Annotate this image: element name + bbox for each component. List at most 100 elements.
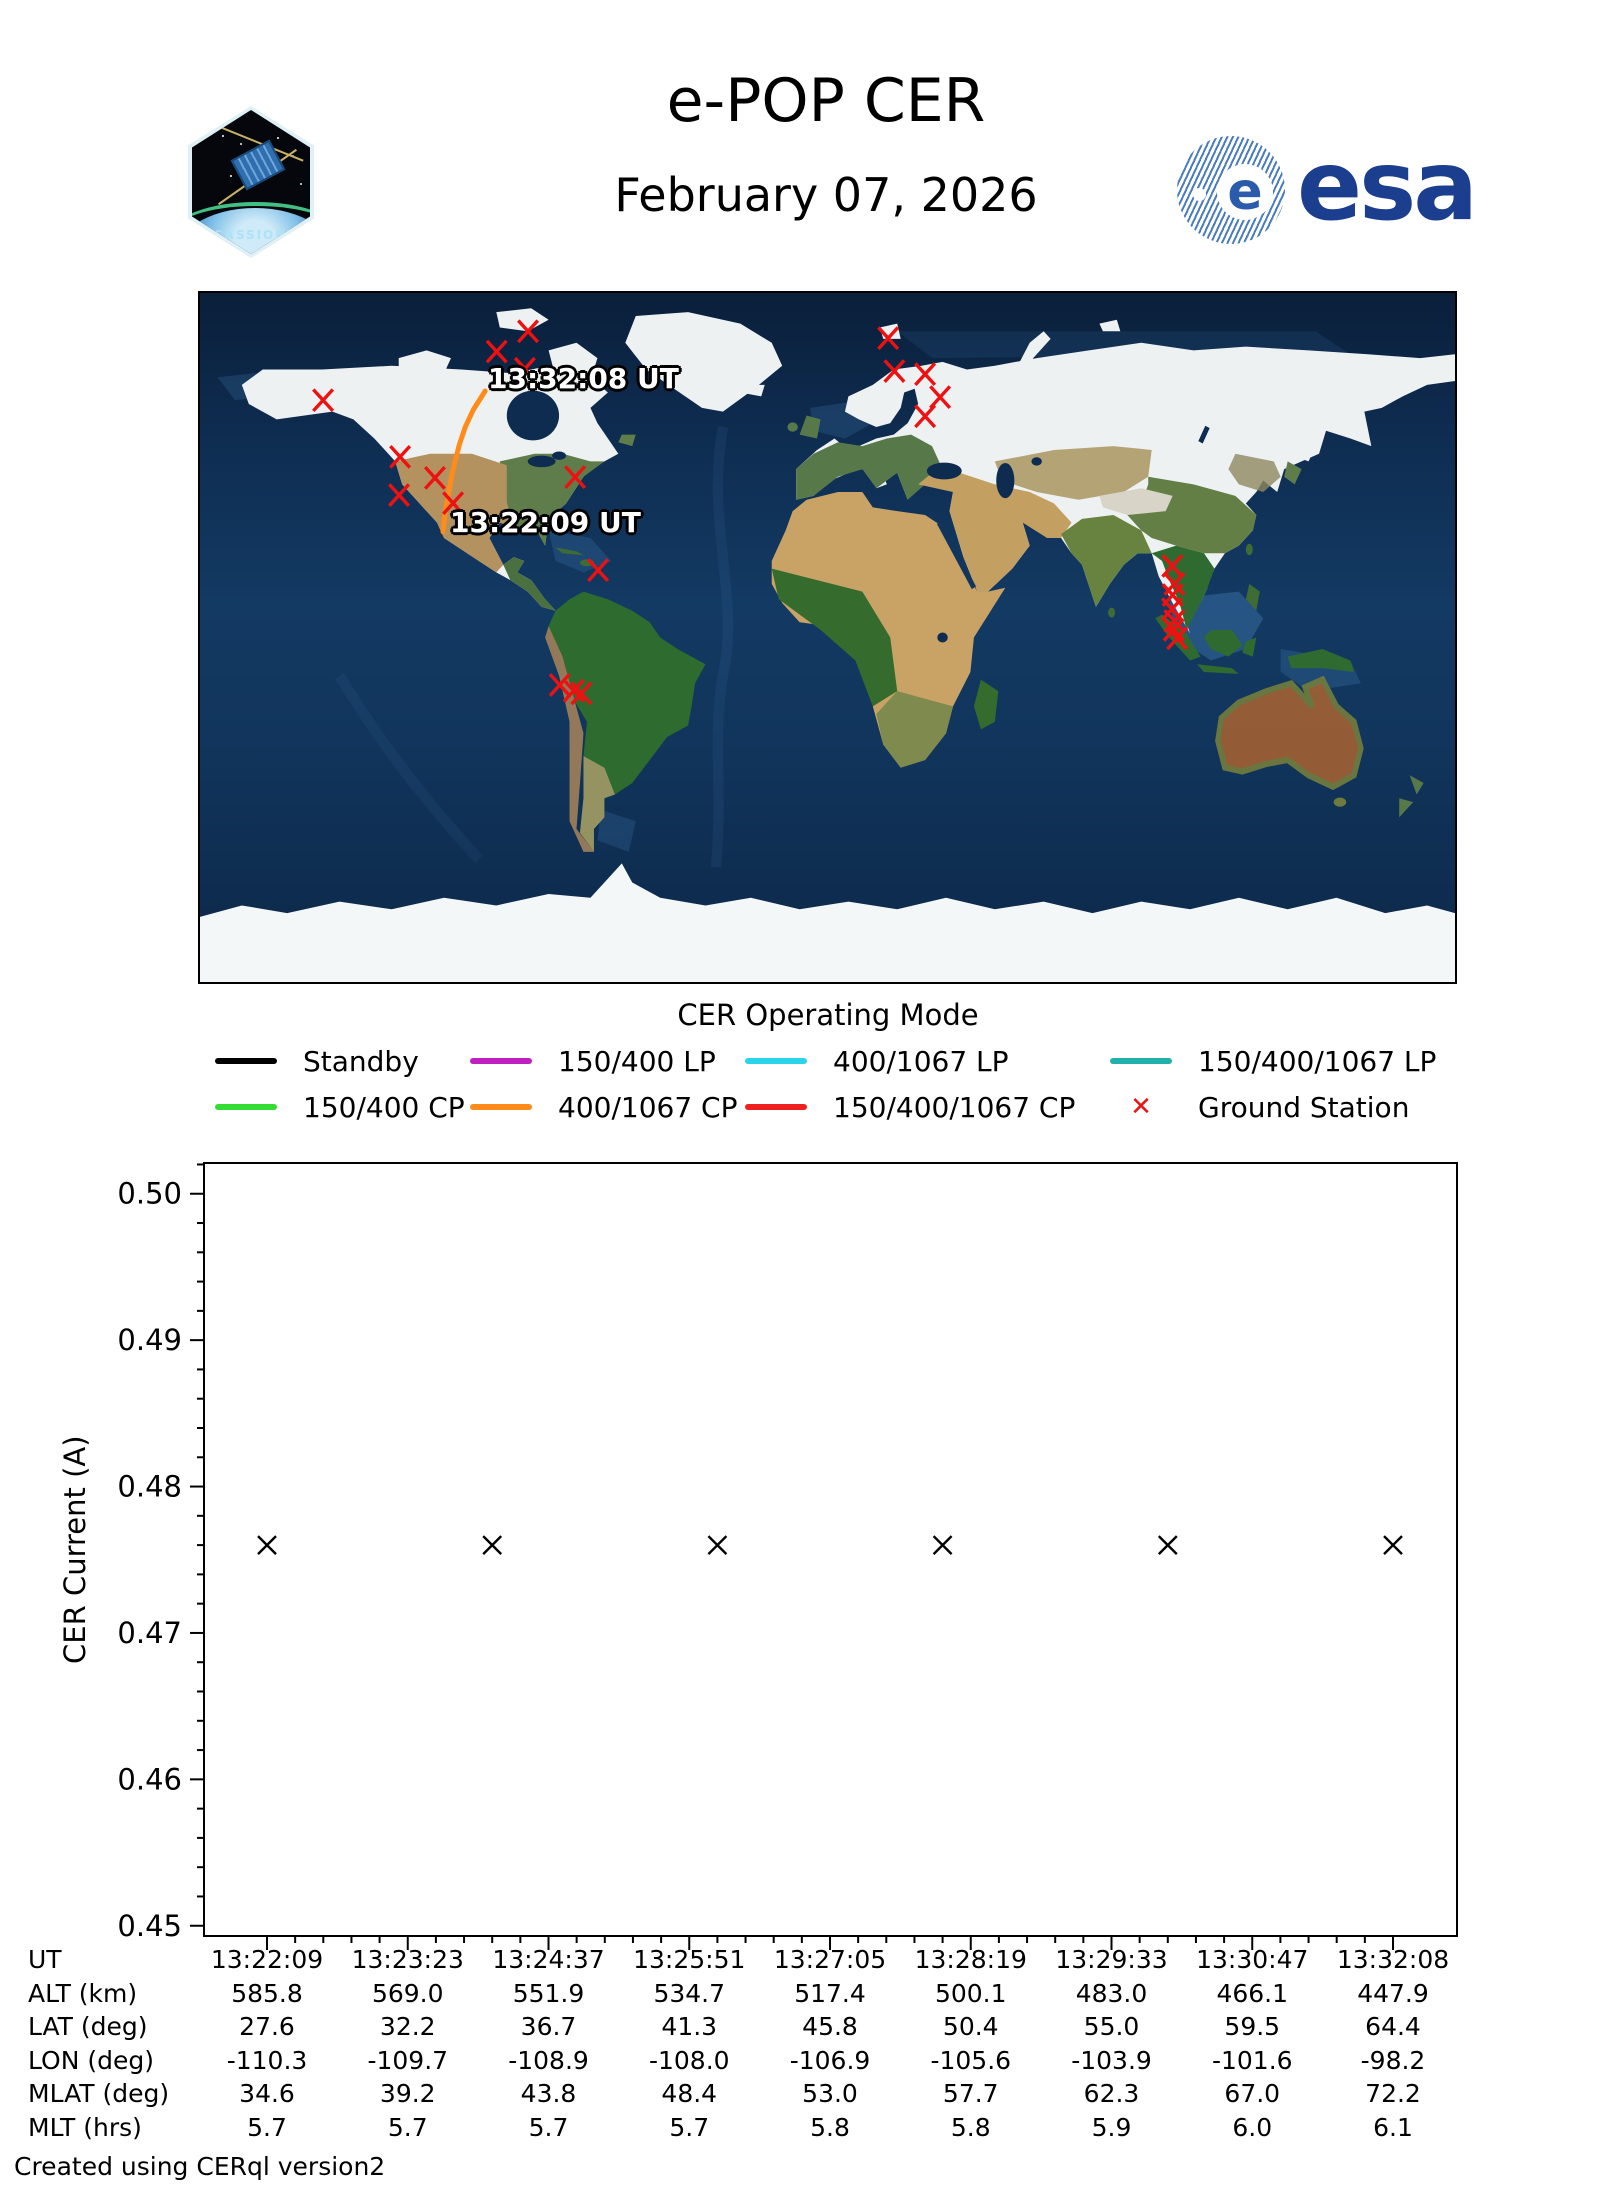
legend-item-label: 150/400/1067 CP bbox=[833, 1090, 1076, 1124]
esa-e-icon: e bbox=[1217, 164, 1273, 220]
ground-station-marker bbox=[313, 389, 333, 410]
ground-station-marker bbox=[915, 406, 935, 427]
legend-item: 400/1067 LP bbox=[745, 1040, 1009, 1082]
table-cell: 5.7 bbox=[387, 2112, 428, 2142]
legend-item: ✕ Ground Station bbox=[1110, 1086, 1409, 1128]
y-tick-label: 0.46 bbox=[117, 1762, 182, 1796]
table-cell: 41.3 bbox=[661, 2012, 718, 2041]
track-time-annotation: 13:32:08 UT bbox=[488, 362, 679, 395]
ground-station-marker bbox=[389, 484, 409, 505]
table-cell: -103.9 bbox=[1071, 2045, 1152, 2075]
x-tick-label: 13:22:09 bbox=[210, 1945, 324, 1974]
cer-current-point bbox=[707, 1535, 728, 1555]
table-cell: -106.9 bbox=[789, 2045, 871, 2075]
ground-station-x-icon: ✕ bbox=[1130, 1092, 1152, 1122]
table-cell: 57.7 bbox=[942, 2079, 999, 2108]
table-cell: 585.8 bbox=[231, 1978, 303, 2008]
world-map-panel bbox=[198, 291, 1457, 984]
table-cell: 6.1 bbox=[1373, 2112, 1413, 2142]
table-cell: 5.7 bbox=[247, 2112, 287, 2142]
ground-station-marker bbox=[930, 386, 950, 407]
mode-color-swatch bbox=[470, 1058, 532, 1064]
ground-station-marker bbox=[878, 327, 898, 348]
table-cell: -98.2 bbox=[1360, 2045, 1426, 2075]
table-cell: -101.6 bbox=[1211, 2045, 1293, 2075]
legend-item: Standby bbox=[215, 1040, 419, 1082]
cer-current-point bbox=[482, 1535, 503, 1555]
esa-wordmark: esa bbox=[1297, 130, 1478, 242]
page-title: e-POP CER bbox=[666, 66, 986, 136]
esa-logo: e esa bbox=[1155, 130, 1485, 250]
table-cell: 447.9 bbox=[1357, 1978, 1429, 2008]
legend-item-label: Standby bbox=[303, 1044, 419, 1078]
mode-color-swatch bbox=[745, 1058, 807, 1064]
ground-station-marker bbox=[550, 674, 570, 695]
x-tick-label: 13:24:37 bbox=[492, 1945, 605, 1974]
y-tick-label: 0.50 bbox=[117, 1177, 182, 1211]
mode-legend: Standby 150/400 LP 400/1067 LP 150/400/1067… bbox=[200, 1040, 1456, 1136]
table-cell: 500.1 bbox=[934, 1978, 1007, 2008]
legend-item-label: Ground Station bbox=[1198, 1090, 1410, 1124]
table-cell: 5.8 bbox=[950, 2112, 991, 2142]
table-cell: -108.9 bbox=[508, 2045, 589, 2075]
credit-note: Created using CERql version2 bbox=[14, 2152, 386, 2181]
y-tick-label: 0.47 bbox=[117, 1616, 182, 1650]
legend-item: 150/400/1067 LP bbox=[1110, 1040, 1436, 1082]
legend-item: 400/1067 CP bbox=[470, 1086, 737, 1128]
table-cell: 569.0 bbox=[371, 1978, 444, 2008]
chart-axes: 0.45 0.46 0.47 0.48 0.49 0.50 bbox=[117, 1162, 1458, 1950]
y-tick-label: 0.49 bbox=[117, 1323, 182, 1357]
legend-item-label: 150/400/1067 LP bbox=[1198, 1044, 1437, 1078]
table-cell: 50.4 bbox=[942, 2012, 999, 2041]
table-cell: -109.7 bbox=[367, 2045, 449, 2075]
table-row-label: MLT (hrs) bbox=[28, 2112, 142, 2142]
continents bbox=[200, 308, 1455, 982]
ground-station-marker bbox=[1167, 628, 1187, 649]
x-tick-label: 13:28:19 bbox=[914, 1945, 1027, 1974]
table-row-label: LAT (deg) bbox=[28, 2012, 148, 2041]
x-tick-label: 13:32:08 bbox=[1336, 1945, 1450, 1974]
table-cell: 5.9 bbox=[1091, 2112, 1132, 2142]
table-cell: 67.0 bbox=[1224, 2079, 1281, 2108]
x-tick-label: 13:27:05 bbox=[773, 1945, 887, 1974]
mode-color-swatch bbox=[1110, 1058, 1172, 1064]
legend-title: CER Operating Mode bbox=[677, 998, 979, 1032]
x-tick-label: 13:25:51 bbox=[633, 1945, 746, 1974]
table-cell: 59.5 bbox=[1224, 2012, 1281, 2041]
x-tick-label: 13:29:33 bbox=[1055, 1945, 1168, 1974]
x-tick-label: 13:30:47 bbox=[1196, 1945, 1309, 1974]
x-tick-label: 13:23:23 bbox=[351, 1945, 464, 1974]
table-cell: 43.8 bbox=[520, 2079, 577, 2108]
table-cell: 39.2 bbox=[379, 2079, 436, 2108]
ground-station-marker bbox=[915, 363, 935, 384]
ground-station-marker bbox=[572, 683, 592, 704]
legend-item-label: 400/1067 CP bbox=[558, 1090, 738, 1124]
legend-item: 150/400 CP bbox=[215, 1086, 465, 1128]
table-cell: 6.0 bbox=[1232, 2112, 1273, 2142]
table-cell: 5.7 bbox=[669, 2112, 710, 2142]
ground-station-marker bbox=[515, 358, 535, 379]
table-cell: 55.0 bbox=[1083, 2012, 1140, 2041]
cassiope-label: CASSIOPE bbox=[213, 228, 297, 242]
cassiope-mission-patch: CASSIOPE bbox=[188, 106, 314, 258]
legend-item-label: 150/400 LP bbox=[558, 1044, 716, 1078]
table-cell: 5.8 bbox=[810, 2112, 850, 2142]
cer-current-chart: 0.45 0.46 0.47 0.48 0.49 0.50 bbox=[117, 1162, 1458, 1950]
table-cell: 36.7 bbox=[520, 2012, 577, 2041]
table-cell: 534.7 bbox=[653, 1978, 726, 2008]
table-row-label: ALT (km) bbox=[28, 1978, 138, 2008]
table-row-label: UT bbox=[28, 1945, 62, 1974]
ground-station-marker bbox=[487, 341, 507, 362]
aurora-arc bbox=[192, 202, 310, 254]
table-cell: 48.4 bbox=[661, 2079, 718, 2108]
table-cell: 34.6 bbox=[239, 2079, 295, 2108]
ground-station-marker bbox=[565, 466, 585, 487]
mode-color-swatch bbox=[470, 1104, 532, 1110]
table-cell: 517.4 bbox=[794, 1978, 866, 2008]
ground-station-marker bbox=[885, 360, 905, 381]
table-cell: 62.3 bbox=[1083, 2079, 1140, 2108]
mode-color-swatch bbox=[215, 1104, 277, 1110]
mode-color-swatch bbox=[745, 1104, 807, 1110]
cer-current-point bbox=[257, 1535, 277, 1555]
